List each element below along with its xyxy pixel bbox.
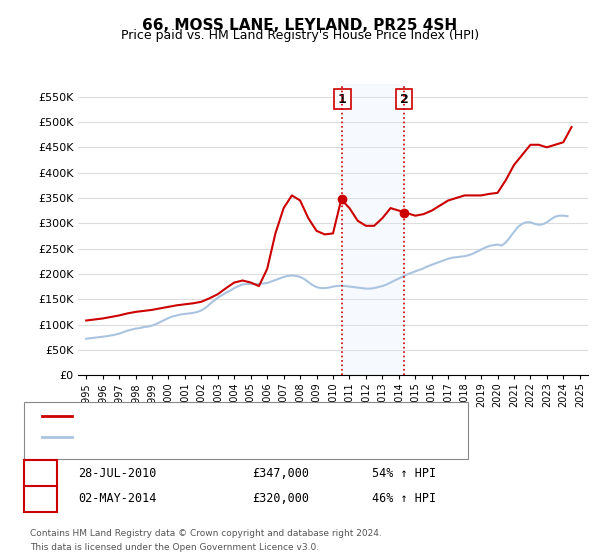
Text: Contains HM Land Registry data © Crown copyright and database right 2024.: Contains HM Land Registry data © Crown c…: [30, 529, 382, 538]
Bar: [343, 84, 404, 375]
Text: 66, MOSS LANE, LEYLAND, PR25 4SH (detached house): 66, MOSS LANE, LEYLAND, PR25 4SH (detach…: [78, 411, 365, 421]
Text: 66, MOSS LANE, LEYLAND, PR25 4SH: 66, MOSS LANE, LEYLAND, PR25 4SH: [142, 18, 458, 33]
Text: Price paid vs. HM Land Registry's House Price Index (HPI): Price paid vs. HM Land Registry's House …: [121, 29, 479, 42]
Text: £347,000: £347,000: [252, 466, 309, 480]
Text: 02-MAY-2014: 02-MAY-2014: [78, 492, 157, 505]
Text: 1: 1: [338, 93, 347, 106]
Text: This data is licensed under the Open Government Licence v3.0.: This data is licensed under the Open Gov…: [30, 543, 319, 552]
Text: £320,000: £320,000: [252, 492, 309, 505]
Text: HPI: Average price, detached house, South Ribble: HPI: Average price, detached house, Sout…: [78, 432, 337, 442]
Text: 1: 1: [36, 466, 45, 480]
Text: 2: 2: [400, 93, 409, 106]
Text: 28-JUL-2010: 28-JUL-2010: [78, 466, 157, 480]
Text: 46% ↑ HPI: 46% ↑ HPI: [372, 492, 436, 505]
Text: 2: 2: [36, 492, 45, 505]
Text: 54% ↑ HPI: 54% ↑ HPI: [372, 466, 436, 480]
